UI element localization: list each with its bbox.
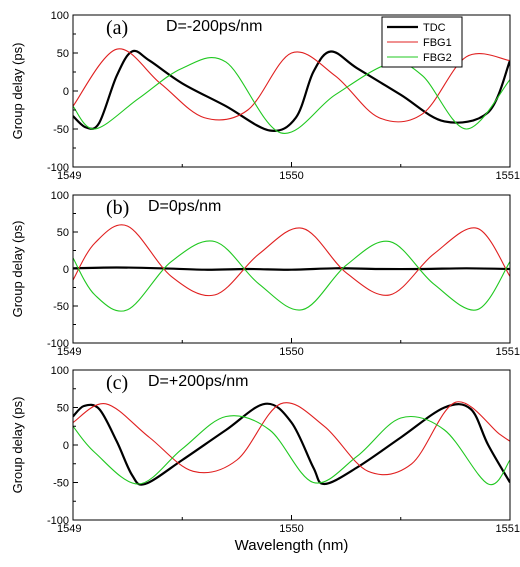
series-line-fbg1: [73, 401, 510, 476]
series-line-fbg1: [73, 48, 510, 123]
y-tick-label: 100: [51, 365, 69, 377]
y-tick-label: 0: [63, 86, 69, 98]
y-tick-label: -100: [47, 162, 69, 174]
y-tick-label: 0: [63, 264, 69, 276]
dispersion-annotation: D=0ps/nm: [148, 198, 221, 215]
y-tick-label: 50: [57, 403, 69, 415]
x-tick-label: 1550: [279, 346, 303, 358]
x-tick-label: 1551: [496, 523, 520, 535]
series-line-fbg2: [73, 240, 510, 312]
x-tick-label: 1549: [57, 346, 81, 358]
y-tick-label: -50: [53, 301, 69, 313]
series-line-tdc: [73, 402, 510, 486]
y-tick-label: -50: [53, 478, 69, 490]
panel-2: -100 -50 0 50 100 1549 1550 1551 Group delay (ps…: [10, 190, 520, 358]
y-tick-label: -100: [47, 338, 69, 350]
panel-label: (a): [106, 17, 128, 39]
y-tick-label: 100: [51, 10, 69, 22]
legend-entry-tdc: TDC: [423, 22, 446, 34]
x-tick-label: 1551: [496, 170, 520, 182]
y-tick-label: 50: [57, 48, 69, 60]
y-axis-label: Group delay (ps): [10, 221, 25, 318]
panel-3: -100 -50 0 50 100 1549 1550 1551 Group delay (ps…: [10, 365, 520, 554]
x-tick-label: 1551: [496, 346, 520, 358]
dispersion-annotation: D=+200ps/nm: [148, 373, 249, 390]
series-line-fbg1: [73, 224, 510, 297]
x-tick-label: 1549: [57, 523, 81, 535]
y-tick-label: -100: [47, 515, 69, 527]
legend-entry-fbg2: FBG2: [423, 52, 452, 64]
panel-label: (c): [106, 372, 128, 394]
x-axis-label: Wavelength (nm): [235, 537, 349, 554]
y-tick-label: 50: [57, 227, 69, 239]
series-line-fbg2: [73, 415, 510, 486]
series-line-fbg2: [73, 57, 510, 134]
y-tick-label: -50: [53, 124, 69, 136]
x-tick-label: 1550: [279, 170, 303, 182]
dispersion-annotation: D=-200ps/nm: [166, 18, 263, 35]
x-tick-label: 1550: [279, 523, 303, 535]
panel-label: (b): [106, 197, 129, 219]
legend: TDC FBG1 FBG2: [381, 16, 463, 68]
y-tick-label: 100: [51, 190, 69, 202]
y-axis-label: Group delay (ps): [10, 397, 25, 494]
x-tick-label: 1549: [57, 170, 81, 182]
legend-entry-fbg1: FBG1: [423, 37, 452, 49]
y-axis-label: Group delay (ps): [10, 43, 25, 140]
panel-1: -100 -50 0 50 100 1549 1550 1551 Group delay (ps…: [10, 10, 520, 182]
series-line-tdc: [73, 266, 510, 271]
y-tick-label: 0: [63, 440, 69, 452]
plot-frame: [72, 369, 511, 521]
series-line-tdc: [73, 49, 510, 132]
